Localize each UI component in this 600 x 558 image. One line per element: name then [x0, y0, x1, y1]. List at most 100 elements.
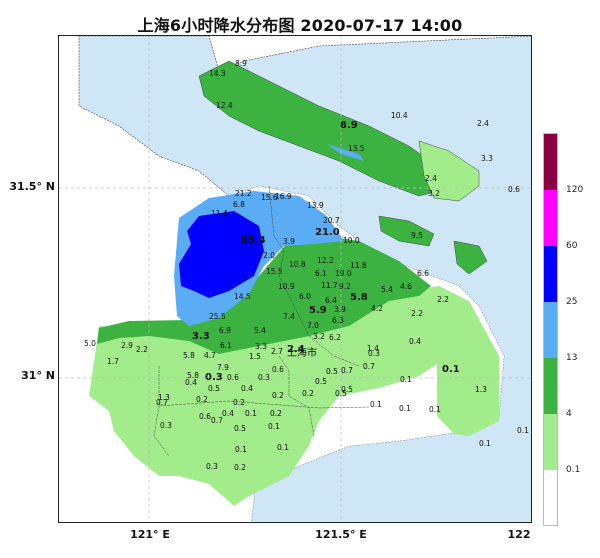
station-value: 0.1: [517, 426, 529, 435]
legend-label: 0.1: [566, 465, 581, 475]
station-value: 6.9: [219, 326, 231, 335]
station-value: 15.5: [266, 267, 283, 276]
station-value: 4.7: [204, 351, 216, 360]
station-value: 14.5: [234, 292, 251, 301]
station-value: 0.5: [326, 367, 338, 376]
station-value: 0.4: [241, 384, 253, 393]
legend-label: 120: [566, 185, 584, 195]
district-max-value: 21.0: [315, 227, 340, 238]
map-canvas: 上海市 14.3 8.9 12.4 10.4 13.5 2.4 3.3 2.4 3.2 0.6 9.…: [59, 36, 531, 522]
station-value: 0.5: [208, 384, 220, 393]
station-value: 15.6: [261, 193, 278, 202]
station-value: 0.2: [270, 409, 282, 418]
station-value: 2.4: [477, 119, 489, 128]
station-value: 0.7: [363, 362, 375, 371]
station-value: 8.9: [235, 59, 247, 68]
station-value: 6.4: [325, 296, 337, 305]
hengsha-island: [453, 240, 488, 275]
station-value: 9.5: [411, 231, 423, 240]
station-value: 2.2: [411, 309, 423, 318]
station-value: 7.4: [283, 312, 295, 321]
station-value: 11.7: [321, 281, 338, 290]
station-value: 10.9: [278, 282, 295, 291]
station-value: 4.2: [371, 304, 383, 313]
station-value: 11.8: [350, 261, 367, 270]
station-value: 7.9: [217, 363, 229, 372]
legend-label: 25: [566, 297, 578, 307]
legend-swatch: [544, 358, 557, 414]
station-value: 3.9: [283, 237, 295, 246]
station-value: 0.1: [235, 445, 247, 454]
legend-swatch: [544, 246, 557, 302]
district-max-value: 8.9: [340, 120, 358, 131]
legend-label: 13: [566, 353, 578, 363]
station-value: 5.8: [187, 371, 199, 380]
station-value: 16.9: [275, 192, 292, 201]
station-value: 0.1: [479, 439, 491, 448]
station-value: 0.4: [409, 337, 421, 346]
district-max-value: 85.4: [241, 235, 266, 246]
station-value: 2.2: [437, 295, 449, 304]
station-value: 6.1: [220, 341, 232, 350]
station-value: 5.4: [254, 326, 266, 335]
station-value: 7.0: [307, 321, 319, 330]
city-label: 上海市: [287, 346, 317, 359]
station-value: 0.3: [160, 421, 172, 430]
station-value: 25.5: [209, 312, 226, 321]
station-value: 0.1: [245, 409, 257, 418]
map-title: 上海6小时降水分布图 2020-07-17 14:00: [137, 16, 463, 35]
district-borders: [153, 185, 370, 457]
district-max-value: 3.3: [192, 331, 210, 342]
legend-swatch: [544, 190, 557, 246]
district-max-value: 0.3: [205, 372, 223, 383]
station-value: 6.6: [417, 269, 429, 278]
station-value: 0.6: [227, 373, 239, 382]
station-value: 0.7: [341, 366, 353, 375]
district-max-value: 5.8: [350, 292, 368, 303]
station-value: 3.9: [334, 305, 346, 314]
station-value: 21.2: [235, 189, 252, 198]
station-value: 6.2: [329, 333, 341, 342]
station-value: 12.2: [317, 256, 334, 265]
station-value: 1.7: [107, 357, 119, 366]
legend-label: 4: [566, 409, 572, 419]
station-value: 0.5: [315, 377, 327, 386]
station-value: 0.1: [370, 400, 382, 409]
station-value: 4.6: [400, 282, 412, 291]
station-labels: 14.3 8.9 12.4 10.4 13.5 2.4 3.3 2.4 3.2 0.6 9.5 6.6…: [84, 59, 529, 472]
station-value: 1.3: [158, 393, 170, 402]
station-value: 0.2: [233, 398, 245, 407]
y-tick-label: 31.5° N: [9, 180, 55, 193]
color-legend: [543, 133, 558, 526]
station-value: 13.9: [307, 201, 324, 210]
station-value: 12.4: [216, 101, 233, 110]
y-tick-label: 31° N: [21, 369, 55, 382]
station-value: 6.3: [332, 316, 344, 325]
x-tick-label: 121° E: [130, 528, 170, 541]
station-value: 2.2: [136, 345, 148, 354]
station-value: 0.6: [272, 365, 284, 374]
station-value: 3.2: [313, 332, 325, 341]
station-value: 10.8: [289, 260, 306, 269]
legend-swatch: [544, 470, 557, 525]
blue-zone: [179, 211, 264, 298]
station-value: 0.1: [277, 443, 289, 452]
station-value: 6.1: [315, 269, 327, 278]
chongming-island: [198, 60, 445, 197]
station-value: 0.5: [234, 424, 246, 433]
legend-swatch: [544, 414, 557, 470]
station-value: 20.7: [323, 216, 340, 225]
station-value: 2.4: [425, 174, 437, 183]
station-value: 0.1: [429, 405, 441, 414]
station-value: 0.6: [199, 412, 211, 421]
station-value: 9.2: [339, 282, 351, 291]
station-value: 0.4: [185, 378, 197, 387]
x-tick-label: 121.5° E: [315, 528, 367, 541]
station-value: 3.2: [428, 189, 440, 198]
station-value: 0.2: [302, 389, 314, 398]
station-value: 11.4: [211, 209, 228, 218]
station-value: 1.4: [367, 344, 379, 353]
legend-label: 60: [566, 241, 578, 251]
changxing-island: [378, 215, 435, 247]
station-value: 0.7: [156, 398, 168, 407]
